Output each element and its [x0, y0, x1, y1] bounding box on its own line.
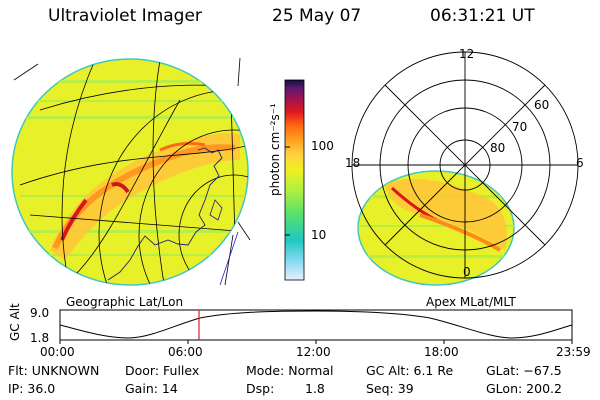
colorbar-tick-10: 10 — [311, 228, 327, 242]
instrument-title: Ultraviolet Imager — [48, 6, 202, 26]
date-label: 25 May 07 — [272, 6, 362, 26]
status-gc-alt: GC Alt: 6.1 Re — [366, 363, 454, 378]
altitude-ytick-1-8: 1.8 — [30, 331, 50, 345]
time-tick-2359: 23:59 — [556, 345, 591, 359]
lat-label-70: 70 — [512, 120, 528, 134]
polar-image — [351, 51, 579, 286]
colorbar — [284, 79, 305, 281]
time-tick-0600: 06:00 — [168, 345, 203, 359]
time-tick-0000: 00:00 — [40, 345, 75, 359]
status-flt: Flt: UNKNOWN — [8, 363, 100, 378]
geographic-image — [11, 57, 251, 286]
status-mode: Mode: Normal — [246, 363, 334, 378]
mlt-label-12: 12 — [459, 47, 475, 61]
status-door: Door: Fullex — [125, 363, 200, 378]
mlt-label-6: 6 — [576, 156, 584, 170]
time-tick-1800: 18:00 — [424, 345, 459, 359]
mlt-label-0: 0 — [463, 265, 471, 279]
lat-label-80: 80 — [490, 141, 506, 155]
mlt-label-18: 18 — [345, 156, 361, 170]
status-ip: IP: 36.0 — [8, 381, 56, 396]
lat-label-60: 60 — [534, 98, 550, 112]
status-glon: GLon: 200.2 — [486, 381, 562, 396]
status-glat: GLat: −67.5 — [486, 363, 562, 378]
status-gain: Gain: 14 — [125, 381, 178, 396]
time-label: 06:31:21 UT — [430, 6, 535, 26]
geographic-panel-label: Geographic Lat/Lon — [66, 295, 184, 309]
status-dsp-value: 1.8 — [305, 381, 325, 396]
status-dsp-label: Dsp: — [246, 381, 275, 396]
altitude-ytick-9: 9.0 — [30, 306, 50, 320]
status-seq: Seq: 39 — [366, 381, 414, 396]
altitude-ylabel: GC Alt — [8, 303, 22, 341]
colorbar-unit-label: photon cm⁻²s⁻¹ — [268, 103, 282, 196]
altitude-plot — [59, 309, 573, 344]
apex-panel-label: Apex MLat/MLT — [426, 295, 516, 309]
colorbar-tick-100: 100 — [311, 139, 334, 153]
time-tick-1200: 12:00 — [296, 345, 331, 359]
